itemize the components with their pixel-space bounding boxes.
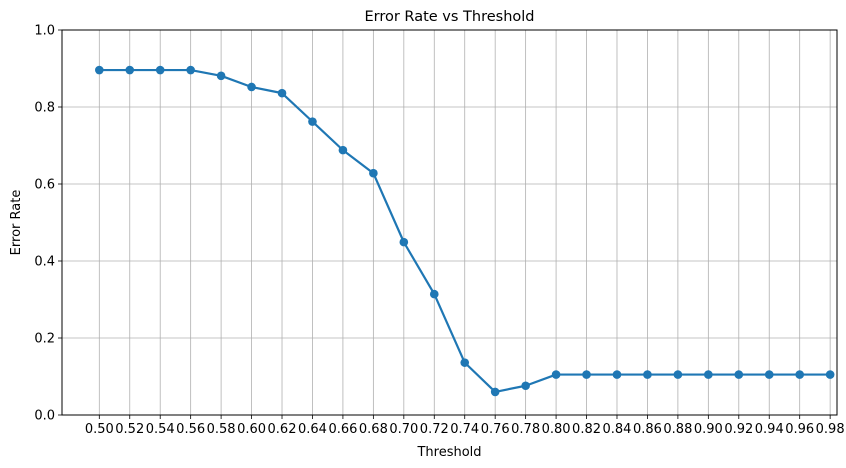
x-tick-label: 0.70 (389, 422, 418, 437)
data-point (643, 370, 652, 379)
x-tick-label: 0.72 (420, 422, 449, 437)
data-point (308, 117, 317, 126)
x-tick-label: 0.90 (694, 422, 723, 437)
data-point (399, 237, 409, 247)
x-tick-label: 0.88 (663, 422, 692, 437)
x-tick-label: 0.54 (146, 422, 175, 437)
data-point (216, 71, 226, 81)
data-point (795, 370, 804, 379)
y-tick-label: 0.8 (34, 101, 55, 116)
data-point (95, 65, 104, 75)
data-point (490, 387, 500, 397)
x-tick-label: 0.78 (511, 422, 540, 437)
x-tick-label: 0.96 (785, 422, 814, 437)
data-point (277, 88, 287, 98)
x-tick-label: 0.56 (176, 422, 205, 437)
data-point (673, 370, 683, 379)
x-tick-label: 0.52 (115, 422, 144, 437)
data-point (186, 65, 195, 75)
chart-title: Error Rate vs Threshold (364, 9, 534, 25)
plot-area-frame (61, 29, 838, 416)
x-tick-label: 0.58 (207, 422, 236, 437)
data-point (369, 168, 378, 178)
x-tick-label: 0.98 (816, 422, 845, 437)
y-tick-label: 0.2 (34, 332, 55, 347)
x-tick-label: 0.50 (85, 422, 114, 437)
x-tick-label: 0.62 (268, 422, 297, 437)
data-point (582, 370, 591, 379)
axis-ticks: 0.50 0.52 0.54 0.56 0.58 0.60 0.62 0.64 0.66 0.68… (34, 24, 844, 438)
y-tick-label: 1.0 (34, 24, 55, 39)
x-tick-label: 0.68 (359, 422, 388, 437)
series-layer (95, 65, 835, 397)
data-point (460, 358, 470, 367)
data-point (247, 82, 256, 92)
x-tick-label: 0.60 (237, 422, 266, 437)
y-tick-label: 0.4 (34, 255, 55, 270)
y-tick-label: 0.6 (34, 178, 55, 193)
x-tick-label: 0.80 (542, 422, 571, 437)
x-tick-label: 0.76 (481, 422, 510, 437)
data-point (521, 381, 530, 391)
data-point (338, 145, 348, 155)
x-axis-label: Threshold (416, 445, 481, 460)
x-tick-label: 0.64 (298, 422, 327, 437)
data-point (825, 370, 835, 379)
data-point (125, 65, 135, 75)
data-point (704, 370, 713, 379)
data-point (612, 370, 622, 379)
x-tick-label: 0.94 (755, 422, 784, 437)
data-point (551, 370, 561, 379)
x-tick-label: 0.92 (724, 422, 753, 437)
data-point (155, 65, 165, 75)
data-point (429, 289, 439, 299)
x-tick-label: 0.84 (603, 422, 632, 437)
x-tick-label: 0.66 (328, 422, 357, 437)
y-tick-label: 0.0 (34, 409, 55, 424)
y-axis-label: Error Rate (9, 190, 24, 256)
x-tick-label: 0.86 (633, 422, 662, 437)
x-tick-label: 0.82 (572, 422, 601, 437)
data-point (764, 370, 774, 379)
data-point (734, 370, 744, 379)
x-tick-label: 0.74 (450, 422, 479, 437)
